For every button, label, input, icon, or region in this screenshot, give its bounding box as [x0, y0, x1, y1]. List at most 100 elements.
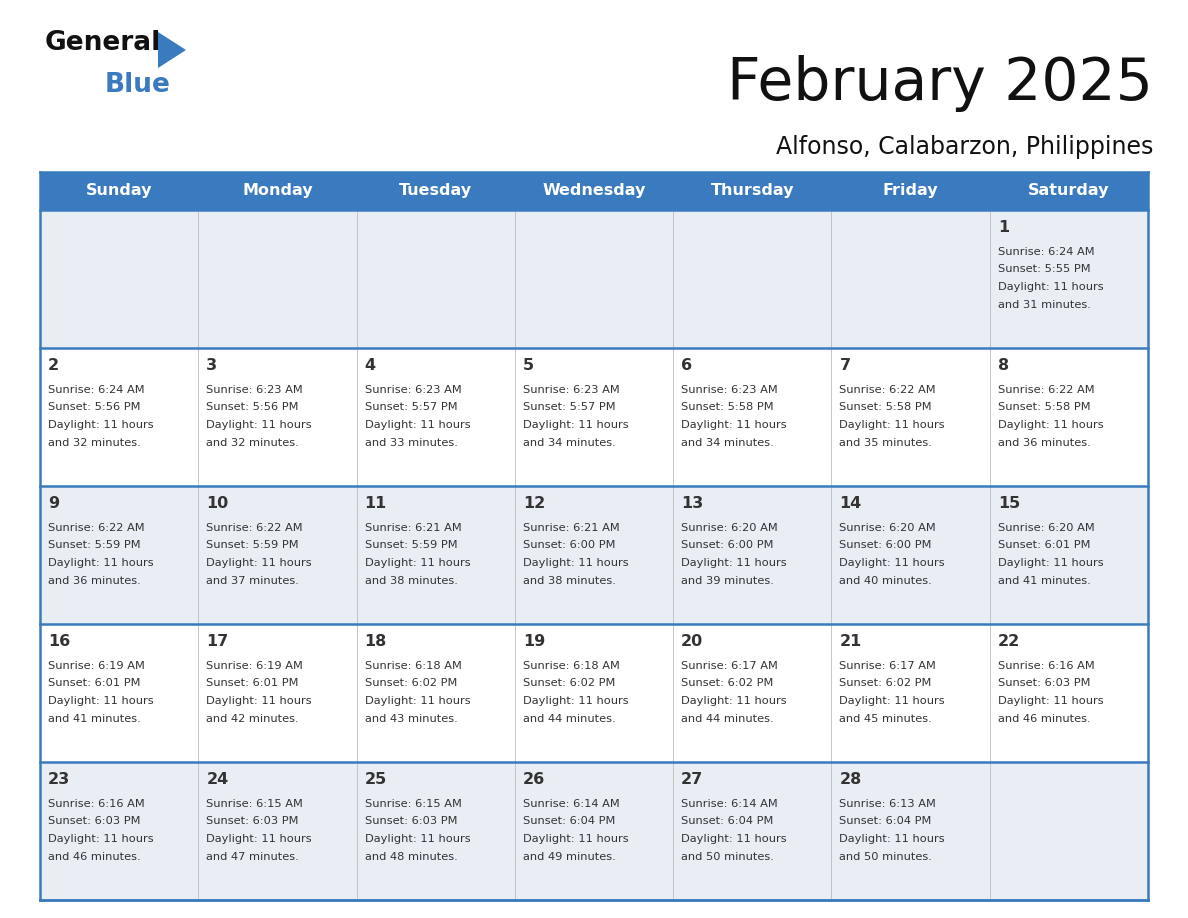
Text: 2: 2 [48, 358, 59, 373]
Text: and 42 minutes.: and 42 minutes. [207, 713, 299, 723]
Bar [356, 762, 514, 900]
Text: 8: 8 [998, 358, 1009, 373]
Text: 13: 13 [681, 496, 703, 511]
Text: Daylight: 11 hours: Daylight: 11 hours [207, 696, 312, 706]
Text: Wednesday: Wednesday [542, 184, 646, 198]
Text: and 34 minutes.: and 34 minutes. [523, 438, 615, 447]
Text: Daylight: 11 hours: Daylight: 11 hours [681, 696, 786, 706]
Text: and 49 minutes.: and 49 minutes. [523, 852, 615, 861]
Bar [674, 348, 832, 486]
Bar [990, 348, 1148, 486]
Text: 24: 24 [207, 772, 228, 787]
Text: Sunrise: 6:22 AM: Sunrise: 6:22 AM [840, 385, 936, 395]
Bar [356, 172, 514, 210]
Text: 18: 18 [365, 634, 387, 649]
Bar [832, 348, 990, 486]
Text: Daylight: 11 hours: Daylight: 11 hours [840, 558, 944, 568]
Text: and 41 minutes.: and 41 minutes. [998, 576, 1091, 586]
Bar [356, 486, 514, 624]
Text: and 44 minutes.: and 44 minutes. [523, 713, 615, 723]
Text: and 50 minutes.: and 50 minutes. [681, 852, 775, 861]
Text: 5: 5 [523, 358, 533, 373]
Text: and 32 minutes.: and 32 minutes. [207, 438, 299, 447]
Bar [40, 210, 198, 348]
Text: and 50 minutes.: and 50 minutes. [840, 852, 933, 861]
Bar [514, 762, 674, 900]
Text: Daylight: 11 hours: Daylight: 11 hours [48, 420, 153, 430]
Text: Sunset: 6:03 PM: Sunset: 6:03 PM [48, 816, 140, 826]
Text: Sunset: 6:01 PM: Sunset: 6:01 PM [207, 678, 299, 688]
Text: Daylight: 11 hours: Daylight: 11 hours [365, 558, 470, 568]
Bar [514, 624, 674, 762]
Text: Alfonso, Calabarzon, Philippines: Alfonso, Calabarzon, Philippines [776, 135, 1154, 159]
Text: 25: 25 [365, 772, 387, 787]
Text: Sunset: 6:03 PM: Sunset: 6:03 PM [365, 816, 457, 826]
Text: Sunset: 6:03 PM: Sunset: 6:03 PM [207, 816, 299, 826]
Bar [832, 486, 990, 624]
Text: 16: 16 [48, 634, 70, 649]
Text: Sunrise: 6:17 AM: Sunrise: 6:17 AM [681, 661, 778, 671]
Text: Daylight: 11 hours: Daylight: 11 hours [840, 420, 944, 430]
Text: and 35 minutes.: and 35 minutes. [840, 438, 933, 447]
Text: and 36 minutes.: and 36 minutes. [48, 576, 140, 586]
Text: Sunset: 5:58 PM: Sunset: 5:58 PM [840, 402, 933, 412]
Bar [674, 486, 832, 624]
Text: and 39 minutes.: and 39 minutes. [681, 576, 775, 586]
Text: 15: 15 [998, 496, 1020, 511]
Text: Sunrise: 6:15 AM: Sunrise: 6:15 AM [365, 799, 461, 809]
Text: Sunrise: 6:21 AM: Sunrise: 6:21 AM [365, 523, 461, 533]
Polygon shape [158, 32, 187, 68]
Text: Blue: Blue [105, 72, 171, 98]
Text: Sunset: 6:00 PM: Sunset: 6:00 PM [681, 541, 773, 551]
Text: and 31 minutes.: and 31 minutes. [998, 299, 1091, 309]
Text: 19: 19 [523, 634, 545, 649]
Text: Sunset: 6:02 PM: Sunset: 6:02 PM [523, 678, 615, 688]
Text: 22: 22 [998, 634, 1020, 649]
Bar [40, 348, 198, 486]
Text: Sunrise: 6:24 AM: Sunrise: 6:24 AM [48, 385, 145, 395]
Text: Daylight: 11 hours: Daylight: 11 hours [998, 696, 1104, 706]
Text: Sunrise: 6:18 AM: Sunrise: 6:18 AM [523, 661, 620, 671]
Text: Daylight: 11 hours: Daylight: 11 hours [48, 834, 153, 844]
Text: 20: 20 [681, 634, 703, 649]
Bar [356, 210, 514, 348]
Bar [40, 172, 198, 210]
Text: Sunrise: 6:20 AM: Sunrise: 6:20 AM [681, 523, 778, 533]
Text: Sunset: 5:57 PM: Sunset: 5:57 PM [523, 402, 615, 412]
Text: Sunrise: 6:24 AM: Sunrise: 6:24 AM [998, 247, 1094, 257]
Text: and 46 minutes.: and 46 minutes. [998, 713, 1091, 723]
Text: Sunday: Sunday [86, 184, 152, 198]
Text: Tuesday: Tuesday [399, 184, 473, 198]
Text: Daylight: 11 hours: Daylight: 11 hours [998, 282, 1104, 292]
Bar [990, 624, 1148, 762]
Text: Sunset: 5:59 PM: Sunset: 5:59 PM [365, 541, 457, 551]
Text: 11: 11 [365, 496, 387, 511]
Text: Sunrise: 6:22 AM: Sunrise: 6:22 AM [998, 385, 1094, 395]
Bar [40, 762, 198, 900]
Text: 17: 17 [207, 634, 228, 649]
Bar [514, 348, 674, 486]
Text: Daylight: 11 hours: Daylight: 11 hours [681, 558, 786, 568]
Text: 10: 10 [207, 496, 228, 511]
Bar [990, 762, 1148, 900]
Text: and 46 minutes.: and 46 minutes. [48, 852, 140, 861]
Text: Saturday: Saturday [1028, 184, 1110, 198]
Text: Sunrise: 6:16 AM: Sunrise: 6:16 AM [998, 661, 1094, 671]
Text: Sunrise: 6:23 AM: Sunrise: 6:23 AM [681, 385, 778, 395]
Text: and 37 minutes.: and 37 minutes. [207, 576, 299, 586]
Bar [198, 348, 356, 486]
Text: 1: 1 [998, 220, 1009, 235]
Text: Daylight: 11 hours: Daylight: 11 hours [523, 420, 628, 430]
Bar [832, 624, 990, 762]
Bar [198, 172, 356, 210]
Text: Sunset: 6:01 PM: Sunset: 6:01 PM [998, 541, 1091, 551]
Text: 6: 6 [681, 358, 693, 373]
Bar [514, 172, 674, 210]
Bar [40, 624, 198, 762]
Text: and 34 minutes.: and 34 minutes. [681, 438, 773, 447]
Text: and 41 minutes.: and 41 minutes. [48, 713, 140, 723]
Text: Monday: Monday [242, 184, 312, 198]
Text: Sunset: 5:59 PM: Sunset: 5:59 PM [207, 541, 299, 551]
Text: Daylight: 11 hours: Daylight: 11 hours [998, 420, 1104, 430]
Text: Sunrise: 6:14 AM: Sunrise: 6:14 AM [681, 799, 778, 809]
